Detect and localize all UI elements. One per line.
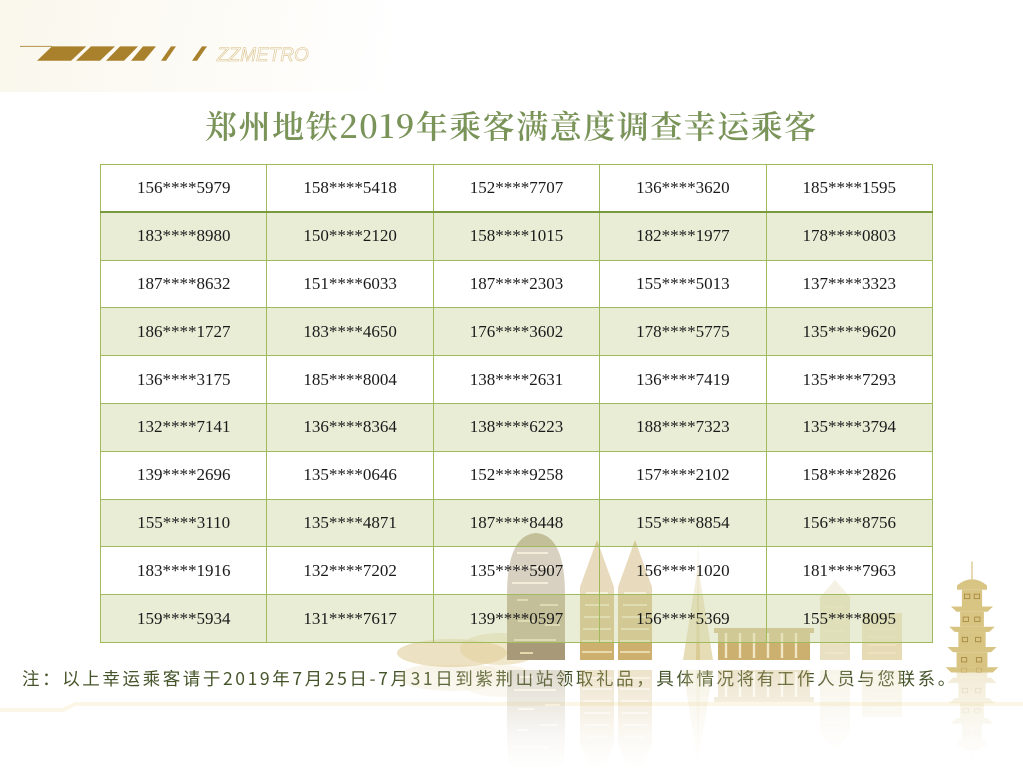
- svg-text:ZZMETRO: ZZMETRO: [216, 45, 309, 66]
